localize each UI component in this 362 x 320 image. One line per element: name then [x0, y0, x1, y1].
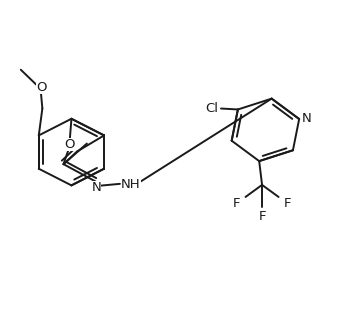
- Text: Cl: Cl: [205, 102, 218, 115]
- Text: F: F: [233, 197, 241, 210]
- Text: O: O: [65, 138, 75, 151]
- Text: N: N: [302, 112, 312, 124]
- Text: O: O: [36, 81, 47, 94]
- Text: NH: NH: [121, 178, 140, 191]
- Text: N: N: [92, 181, 101, 194]
- Text: F: F: [258, 210, 266, 223]
- Text: F: F: [283, 197, 291, 210]
